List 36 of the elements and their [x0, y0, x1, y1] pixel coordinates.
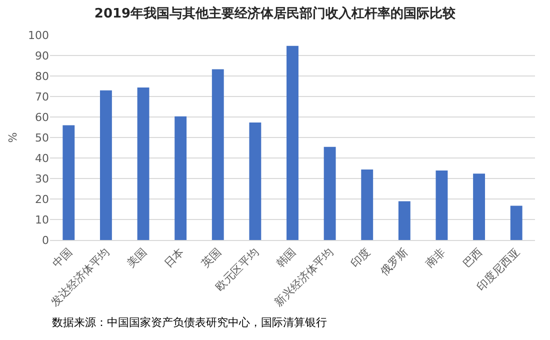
bar	[436, 170, 448, 240]
y-tick-label: 0	[42, 234, 49, 247]
bar	[100, 90, 112, 240]
y-axis-title: %	[6, 132, 20, 143]
y-tick-label: 100	[28, 28, 49, 42]
bar	[473, 174, 486, 240]
bar	[510, 206, 522, 240]
bar	[212, 69, 224, 240]
bar	[324, 146, 336, 240]
x-tick-label: 印度	[348, 246, 374, 270]
bar	[398, 201, 410, 240]
y-tick-label: 80	[35, 70, 49, 83]
y-tick-label: 40	[35, 152, 49, 165]
x-tick-label: 巴西	[460, 246, 486, 270]
x-tick-label: 南非	[422, 246, 448, 270]
x-tick-label: 韩国	[274, 246, 299, 270]
x-tick-label: 中国	[50, 246, 75, 270]
bar	[286, 46, 298, 240]
y-tick-label: 50	[35, 131, 49, 144]
x-tick-label: 美国	[124, 246, 150, 270]
bar	[137, 87, 150, 240]
y-tick-label: 90	[35, 49, 49, 62]
chart-title: 2019年我国与其他主要经济体居民部门收入杠杆率的国际比较	[94, 6, 457, 22]
x-tick-label: 日本	[162, 246, 187, 270]
y-tick-label: 60	[35, 110, 49, 124]
bar	[361, 169, 374, 240]
y-tick-label: 20	[35, 192, 49, 206]
bar	[249, 122, 262, 240]
y-tick-label: 70	[35, 90, 49, 104]
bar	[62, 125, 75, 240]
y-tick-label: 10	[35, 213, 49, 226]
y-tick-label: 30	[35, 172, 49, 186]
bar	[174, 116, 187, 240]
source-note: 数据来源：中国国家资产负债表研究中心，国际清算银行	[52, 316, 327, 329]
x-tick-label: 俄罗斯	[378, 246, 410, 278]
x-tick-label: 英国	[199, 246, 224, 270]
